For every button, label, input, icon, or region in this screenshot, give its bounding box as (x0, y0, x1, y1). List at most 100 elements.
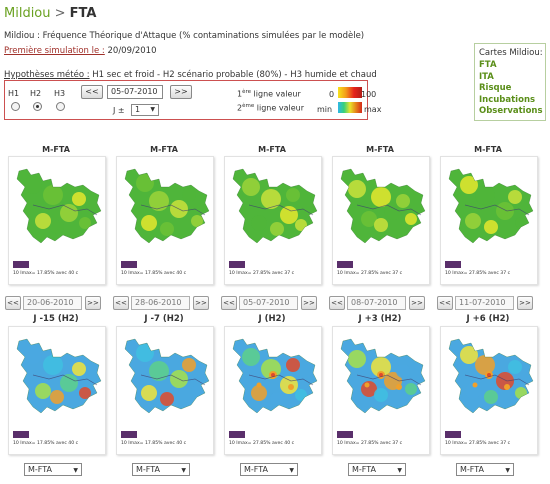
breadcrumb-mildiou[interactable]: Mildiou (4, 6, 51, 21)
prev-date-button[interactable]: << (113, 296, 129, 310)
maps-menu-heading: Cartes Mildiou: (479, 48, 543, 58)
next-date-button[interactable]: >> (170, 85, 192, 99)
date-field[interactable]: 08-07-2010 (347, 296, 406, 310)
map-bottom-1[interactable]: 10 Imax= 17.85% avec 40 c (8, 326, 106, 455)
map-scale-bar (445, 261, 461, 268)
date-nav-4: << 08-07-2010 >> (329, 296, 429, 310)
map-type-value: M-FTA (136, 465, 160, 474)
h2-label: H2 (30, 89, 42, 98)
map-type-select-1[interactable]: M-FTA ▼ (24, 463, 82, 476)
control-panel: H1 H2 H3 << 05-07-2010 >> J ± 1 ▼ 1ère li… (4, 80, 381, 120)
map-top-2[interactable]: 10 Imax= 17.85% avec 40 c (116, 156, 214, 285)
radio-h3[interactable] (56, 102, 65, 111)
prev-date-button[interactable]: << (5, 296, 21, 310)
map-scale-bar (121, 261, 137, 268)
first-simulation-label: Première simulation le : (4, 46, 105, 56)
map-note: 10 Imax= 27.85% avec 37 c (337, 441, 403, 446)
vineyard-region-map (16, 168, 102, 244)
map-top-4[interactable]: 10 Imax= 27.85% avec 37 c (332, 156, 430, 285)
next-date-button[interactable]: >> (193, 296, 209, 310)
map-top-1[interactable]: 10 Imax= 17.85% avec 40 c (8, 156, 106, 285)
prev-date-button[interactable]: << (437, 296, 453, 310)
prev-date-button[interactable]: << (329, 296, 345, 310)
radio-h2[interactable] (33, 102, 42, 111)
map-note: 10 Imax= 17.85% avec 40 c (121, 271, 187, 276)
map-type-select-3[interactable]: M-FTA ▼ (240, 463, 298, 476)
map-scale-bar (337, 431, 353, 438)
map-title-top-2: M-FTA (150, 145, 178, 154)
vineyard-region-map (232, 168, 318, 244)
map-note: 10 Imax= 17.85% avec 40 c (121, 441, 187, 446)
hypotheses-text: H1 sec et froid - H2 scénario probable (… (89, 70, 377, 80)
map-bottom-4[interactable]: 10 Imax= 27.85% avec 37 c (332, 326, 430, 455)
next-date-button[interactable]: >> (301, 296, 317, 310)
legend-line2-num: 2 (237, 103, 243, 113)
date-field[interactable]: 05-07-2010 (239, 296, 298, 310)
h3-label: H3 (54, 89, 66, 98)
map-title-bottom-4: J +3 (H2) (358, 314, 402, 324)
chevron-down-icon: ▼ (505, 467, 510, 474)
map-title-bottom-2: J -7 (H2) (144, 314, 184, 324)
vineyard-region-map (124, 338, 210, 414)
map-scale-bar (13, 431, 29, 438)
j-offset-select[interactable]: 1 ▼ (131, 104, 159, 116)
legend-line2-min: min (317, 105, 333, 114)
map-scale-bar (337, 261, 353, 268)
legend-line1: 1ère ligne valeur (237, 89, 301, 99)
map-bottom-5[interactable]: 10 Imax= 27.85% avec 37 c (440, 326, 538, 455)
date-nav-3: << 05-07-2010 >> (221, 296, 321, 310)
weather-hypotheses: Hypothèses météo : H1 sec et froid - H2 … (4, 70, 377, 80)
date-nav-2: << 28-06-2010 >> (113, 296, 213, 310)
map-type-select-5[interactable]: M-FTA ▼ (456, 463, 514, 476)
map-scale-bar (13, 261, 29, 268)
legend-line2-text: ligne valeur (254, 103, 304, 113)
page-subtitle: Mildiou : Fréquence Théorique d'Attaque … (4, 31, 365, 41)
map-note: 10 Imax= 27.85% avec 40 c (229, 441, 295, 446)
first-simulation: Première simulation le : 20/09/2010 (4, 46, 157, 56)
vineyard-region-map (232, 338, 318, 414)
j-offset-value: 1 (135, 105, 141, 114)
map-type-value: M-FTA (28, 465, 52, 474)
prev-date-button[interactable]: << (81, 85, 103, 99)
maps-menu: Cartes Mildiou: FTA ITA Risque Incubatio… (474, 43, 546, 121)
map-bottom-3[interactable]: 10 Imax= 27.85% avec 40 c (224, 326, 322, 455)
chevron-down-icon: ▼ (73, 467, 78, 474)
next-date-button[interactable]: >> (517, 296, 533, 310)
menu-link-incubations[interactable]: Incubations (479, 94, 536, 105)
map-scale-bar (229, 431, 245, 438)
legend-line1-text: ligne valeur (251, 89, 301, 99)
legend-line2-sup: ème (242, 103, 255, 109)
menu-link-ita[interactable]: ITA (479, 71, 494, 82)
chevron-down-icon: ▼ (397, 467, 402, 474)
next-date-button[interactable]: >> (85, 296, 101, 310)
map-scale-bar (229, 261, 245, 268)
menu-link-observations[interactable]: Observations (479, 106, 543, 116)
map-title-top-3: M-FTA (258, 145, 286, 154)
map-top-3[interactable]: 10 Imax= 27.85% avec 37 c (224, 156, 322, 285)
map-note: 10 Imax= 27.85% avec 37 c (445, 271, 511, 276)
page-title: Mildiou > FTA (4, 6, 96, 21)
map-top-5[interactable]: 10 Imax= 27.85% avec 37 c (440, 156, 538, 285)
date-nav-5: << 11-07-2010 >> (437, 296, 537, 310)
date-field[interactable]: 11-07-2010 (455, 296, 514, 310)
vineyard-region-map (340, 338, 426, 414)
map-type-select-4[interactable]: M-FTA ▼ (348, 463, 406, 476)
first-simulation-value: 20/09/2010 (104, 46, 157, 56)
menu-link-risque[interactable]: Risque (479, 83, 512, 93)
map-title-top-5: M-FTA (474, 145, 502, 154)
legend-gradient-fta (338, 87, 362, 98)
menu-link-fta[interactable]: FTA (479, 60, 497, 70)
next-date-button[interactable]: >> (409, 296, 425, 310)
map-type-value: M-FTA (352, 465, 376, 474)
legend-line2: 2ème ligne valeur (237, 103, 304, 113)
prev-date-button[interactable]: << (221, 296, 237, 310)
date-field[interactable]: 20-06-2010 (23, 296, 82, 310)
j-offset-label: J ± (113, 106, 125, 115)
date-input[interactable]: 05-07-2010 (107, 85, 163, 99)
date-field[interactable]: 28-06-2010 (131, 296, 190, 310)
map-type-select-2[interactable]: M-FTA ▼ (132, 463, 190, 476)
legend-line1-sup: ère (242, 89, 252, 95)
map-bottom-2[interactable]: 10 Imax= 17.85% avec 40 c (116, 326, 214, 455)
radio-h1[interactable] (11, 102, 20, 111)
map-title-top-4: M-FTA (366, 145, 394, 154)
